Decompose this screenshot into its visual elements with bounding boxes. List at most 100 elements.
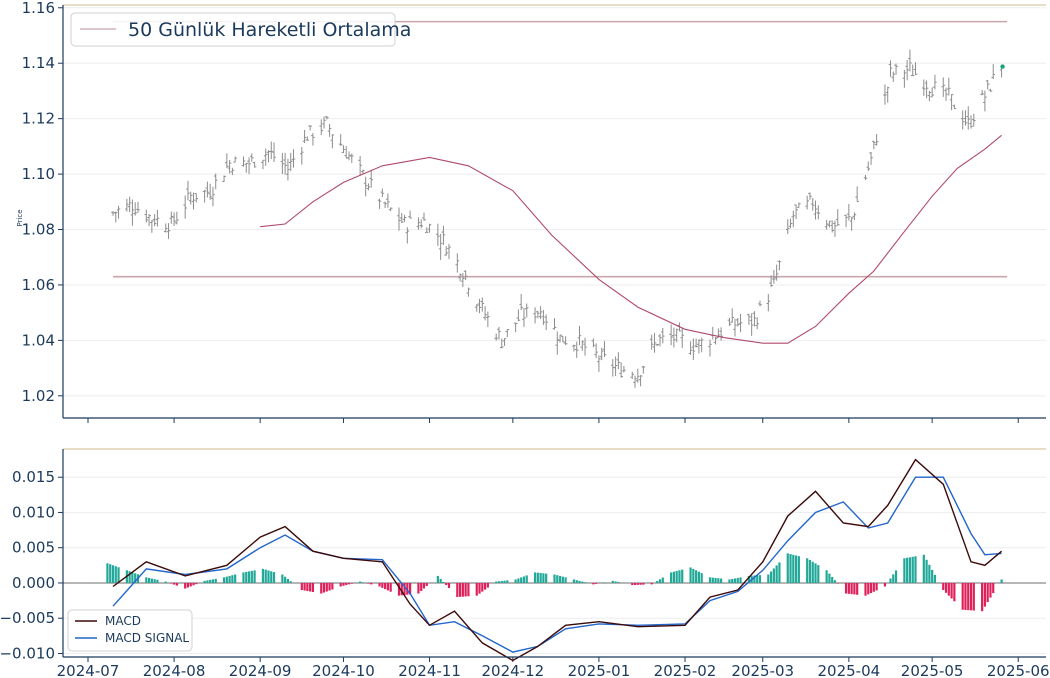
macd-x-tick-label: 2025-06 [987,662,1050,678]
macd-histogram-bar [147,577,151,583]
macd-histogram-bar [442,581,445,583]
price-y-tick-label: 1.08 [22,221,55,239]
macd-histogram-bar [328,582,331,591]
macd-x-tick-label: 2024-07 [57,662,120,678]
macd-histogram-bar [439,578,442,583]
legend-label-macd: MACD [105,614,141,628]
macd-histogram-bar [281,574,284,583]
macd-histogram-bar [558,575,562,583]
macd-histogram-bar [894,570,898,583]
macd-histogram-bar [925,559,928,583]
macd-histogram-bar [831,576,834,583]
macd-histogram-bar [650,582,653,585]
legend-label-ma: 50 Günlük Hareketli Ortalama [128,19,411,41]
macd-histogram-bar [853,582,856,595]
macd-histogram-bar [553,574,556,583]
macd-histogram-bar [500,580,503,583]
macd-histogram-bar [767,574,770,583]
macd-histogram-bar [464,582,467,597]
macd-histogram-bar [525,575,528,583]
macd-x-tick-label: 2025-02 [654,662,717,678]
price-panel: 1.02 1.04 1.06 1.08 1.10 1.12 1.14 1.16 Price 5… [16,0,1046,423]
macd-y-tick-label: −0.005 [0,609,55,627]
macd-histogram-bar [309,582,312,592]
macd-histogram-bar [436,575,439,583]
macd-histogram-bar [422,582,426,589]
macd-histogram-bar [417,582,420,594]
legend-box [70,12,396,47]
macd-histogram-bar [517,578,520,583]
macd-histogram-bar [156,579,159,583]
macd-histogram-bar [272,572,276,583]
macd-histogram-bar [320,582,323,594]
price-y-tick-label: 1.06 [22,276,55,294]
price-y-tick-label: 1.16 [22,0,55,17]
macd-histogram-bar [192,582,195,586]
macd-histogram-bar [384,582,387,590]
macd-histogram-bar [908,557,912,583]
macd-histogram-bar [209,579,212,583]
macd-histogram-bar [631,582,634,586]
macd-histogram-bar [478,582,481,594]
macd-y-tick-label: 0.005 [12,539,55,557]
macd-histogram-bar [814,563,817,583]
macd-histogram-bar [131,572,134,583]
macd-histogram-bar [481,582,484,592]
macd-histogram-bar [331,582,334,590]
macd-histogram-bar [520,577,523,583]
macd-histogram-bar [284,576,287,583]
macd-histogram-bar [789,554,792,583]
macd-histogram-bar [253,570,256,583]
macd-histogram-bar [967,582,970,611]
macd-histogram-bar [228,575,231,583]
price-y-tick-label: 1.02 [22,387,55,405]
macd-histogram-bar [117,567,120,583]
macd-histogram-bar [808,560,812,583]
macd-histogram-bar [794,555,798,583]
macd-histogram-bar [400,582,403,596]
macd-histogram-bar [575,580,578,583]
macd-histogram-bar [914,556,917,583]
macd-histogram-bar [495,581,498,583]
macd-histogram-bar [944,582,948,593]
macd-x-tick-label: 2025-03 [731,662,794,678]
macd-histogram-bar [397,582,401,596]
macd-histogram-bar [153,579,156,583]
macd-histogram-bar [339,582,342,587]
macd-histogram-bar [403,582,406,596]
macd-histogram-bar [856,582,859,595]
macd-histogram-bar [950,582,953,599]
macd-histogram-bar [222,577,226,583]
macd-axes [62,448,1046,658]
macd-histogram-bar [342,582,345,586]
macd-histogram-bar [872,582,875,592]
macd-histogram-bar [592,582,595,585]
macd-histogram-bar [225,576,228,583]
macd-histogram-bar [111,565,115,583]
macd-histogram [106,553,1003,612]
macd-histogram-bar [983,582,987,607]
macd-histogram-bar [992,582,995,594]
macd-histogram-bar [467,582,470,597]
macd-histogram-bar [931,569,934,583]
macd-y-tick-label: 0.015 [12,468,55,486]
macd-histogram-bar [714,577,717,583]
macd-y-ticks: −0.010 −0.005 0.000 0.005 0.010 0.015 [0,468,63,662]
macd-histogram-bar [231,575,234,583]
macd-histogram-bar [264,569,267,583]
macd-histogram-bar [420,582,423,592]
price-gridlines [63,7,1046,397]
macd-histogram-bar [456,582,459,598]
macd-histogram-bar [361,582,364,583]
macd-histogram-bar [303,582,306,591]
macd-histogram-bar [270,571,273,583]
macd-histogram-bar [522,576,526,583]
macd-histogram-bar [817,565,820,583]
macd-histogram-bar [164,581,167,583]
macd-histogram-bar [981,582,984,612]
macd-histogram-bar [689,567,692,583]
macd-histogram-bar [322,582,326,593]
macd-histogram-bar [506,580,509,583]
macd-histogram-bar [733,578,737,583]
macd-histogram-bar [542,573,545,583]
